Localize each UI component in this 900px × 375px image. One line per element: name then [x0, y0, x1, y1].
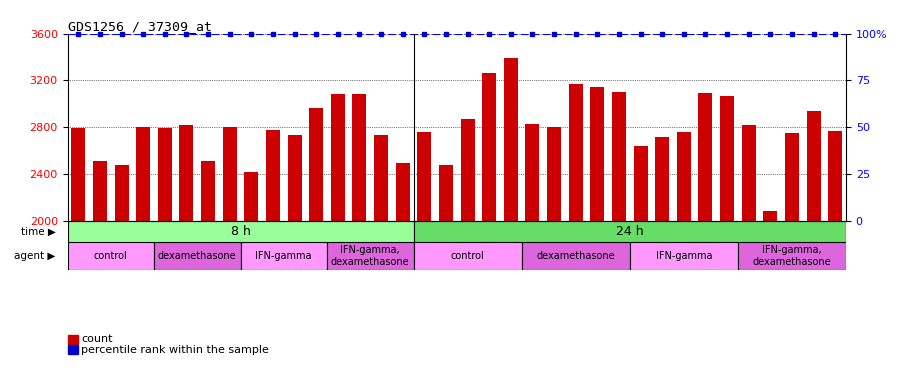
- Text: GDS1256 / 37309_at: GDS1256 / 37309_at: [68, 20, 211, 33]
- Bar: [738, 242, 846, 270]
- Text: IFN-gamma,
dexamethasone: IFN-gamma, dexamethasone: [331, 245, 410, 267]
- Bar: [244, 171, 258, 220]
- Text: IFN-gamma: IFN-gamma: [256, 251, 312, 261]
- Bar: [828, 130, 842, 220]
- Bar: [266, 129, 280, 220]
- Bar: [287, 135, 302, 220]
- Bar: [331, 94, 345, 220]
- Text: control: control: [451, 251, 484, 261]
- Bar: [461, 119, 474, 220]
- Bar: [353, 94, 366, 220]
- Text: count: count: [81, 334, 112, 344]
- Bar: [612, 92, 626, 220]
- Bar: [634, 146, 648, 220]
- Bar: [114, 165, 129, 220]
- Bar: [413, 220, 846, 242]
- Text: agent ▶: agent ▶: [14, 251, 56, 261]
- Bar: [179, 125, 194, 220]
- Bar: [374, 135, 388, 220]
- Bar: [742, 125, 756, 220]
- Bar: [396, 164, 410, 220]
- Bar: [590, 87, 604, 220]
- Text: 8 h: 8 h: [230, 225, 250, 238]
- Bar: [630, 242, 738, 270]
- Bar: [418, 132, 431, 220]
- Bar: [439, 165, 453, 220]
- Bar: [68, 242, 154, 270]
- Text: 24 h: 24 h: [616, 225, 644, 238]
- Text: IFN-gamma,
dexamethasone: IFN-gamma, dexamethasone: [752, 245, 832, 267]
- Bar: [763, 211, 778, 220]
- Bar: [71, 128, 86, 220]
- Bar: [720, 96, 734, 220]
- Bar: [240, 242, 327, 270]
- Bar: [522, 242, 630, 270]
- Bar: [68, 220, 413, 242]
- Bar: [677, 132, 691, 220]
- Bar: [222, 127, 237, 220]
- Text: dexamethasone: dexamethasone: [536, 251, 615, 261]
- Bar: [136, 127, 150, 220]
- Bar: [806, 111, 821, 220]
- Bar: [201, 161, 215, 220]
- Bar: [698, 93, 713, 220]
- Text: IFN-gamma: IFN-gamma: [655, 251, 712, 261]
- Bar: [327, 242, 413, 270]
- Bar: [526, 124, 539, 220]
- Text: time ▶: time ▶: [21, 226, 56, 236]
- Bar: [785, 133, 799, 220]
- Bar: [482, 74, 496, 220]
- Bar: [655, 136, 670, 220]
- Bar: [569, 84, 582, 220]
- Text: control: control: [94, 251, 128, 261]
- Bar: [93, 161, 107, 220]
- Bar: [154, 242, 240, 270]
- Bar: [413, 242, 522, 270]
- Bar: [158, 128, 172, 220]
- Text: percentile rank within the sample: percentile rank within the sample: [81, 345, 269, 355]
- Bar: [504, 58, 518, 220]
- Bar: [547, 127, 561, 220]
- Text: dexamethasone: dexamethasone: [158, 251, 237, 261]
- Bar: [310, 108, 323, 220]
